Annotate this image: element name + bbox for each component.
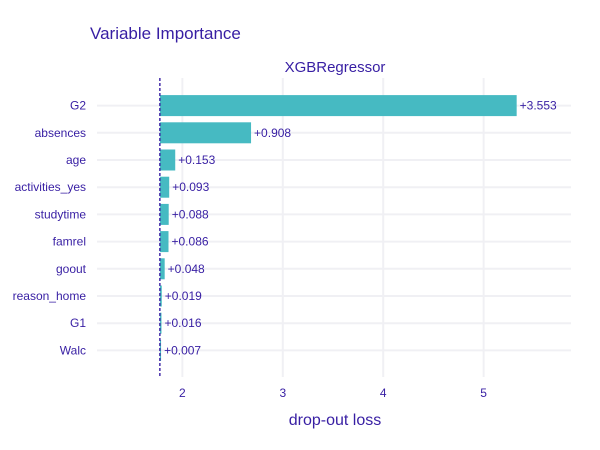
data-label: +0.908 — [254, 126, 291, 140]
x-axis-title: drop-out loss — [289, 412, 382, 429]
bar — [159, 149, 176, 171]
data-label: +0.093 — [172, 180, 209, 194]
category-label: G1 — [70, 316, 86, 330]
x-tick-label: 5 — [480, 386, 487, 400]
bar — [159, 312, 162, 334]
data-label: +0.088 — [172, 207, 209, 221]
bar — [159, 122, 252, 144]
category-label: absences — [35, 126, 86, 140]
bar — [159, 95, 517, 117]
chart-title: Variable Importance — [90, 24, 241, 43]
chart-subtitle: XGBRegressor — [285, 59, 386, 76]
category-label: Walc — [60, 343, 86, 357]
bar — [159, 231, 169, 253]
x-tick-label: 4 — [380, 386, 387, 400]
bar — [159, 203, 169, 225]
category-label: G2 — [70, 99, 86, 113]
data-label: +0.007 — [164, 343, 201, 357]
data-label: +3.553 — [520, 99, 557, 113]
bar-layer — [159, 95, 517, 361]
x-tick-label: 3 — [279, 386, 286, 400]
category-label: studytime — [35, 207, 87, 221]
category-label: activities_yes — [15, 180, 86, 194]
data-label: +0.016 — [164, 316, 201, 330]
category-label: famrel — [53, 235, 86, 249]
bar — [159, 285, 162, 307]
x-tick-label: 2 — [179, 386, 186, 400]
data-label: +0.153 — [178, 153, 215, 167]
data-label: +0.019 — [165, 289, 202, 303]
bar — [159, 258, 165, 280]
data-label: +0.048 — [168, 262, 205, 276]
category-label: goout — [56, 262, 87, 276]
bar — [159, 176, 170, 198]
label-layer: 2 3 4 5 G2 +3.553 absences +0.908 age +0.153 activ… — [13, 99, 557, 400]
category-label: reason_home — [13, 289, 87, 303]
category-label: age — [66, 153, 86, 167]
data-label: +0.086 — [172, 235, 209, 249]
